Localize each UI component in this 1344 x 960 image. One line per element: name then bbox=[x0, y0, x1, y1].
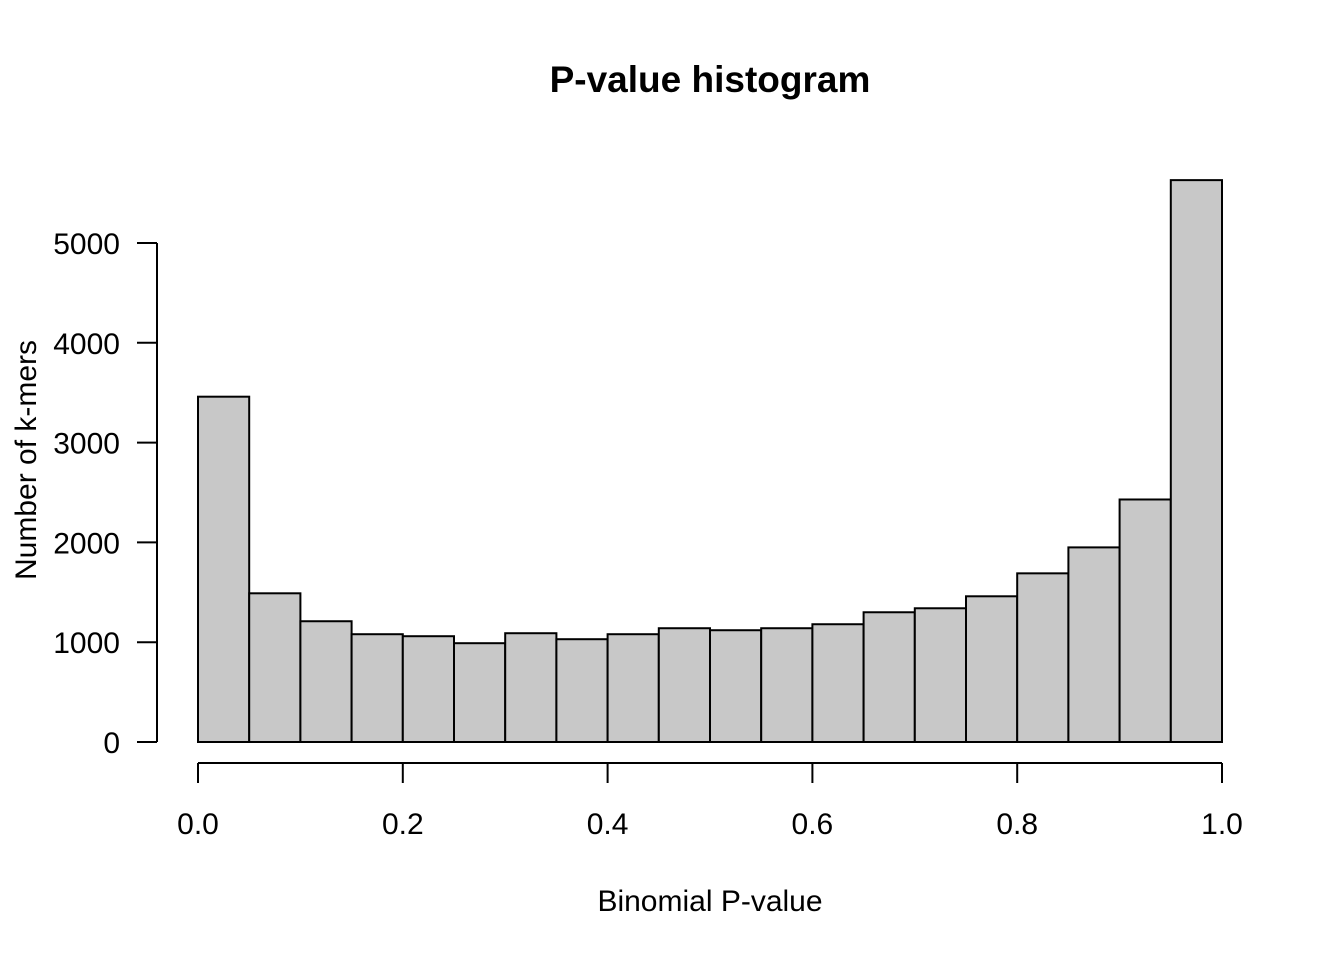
chart-title: P-value histogram bbox=[550, 59, 871, 100]
histogram-bar bbox=[657, 627, 711, 744]
y-tick-label: 4000 bbox=[53, 328, 120, 361]
histogram-bar bbox=[401, 635, 455, 743]
histogram-bar bbox=[504, 632, 558, 744]
x-tick-label: 0.0 bbox=[177, 808, 219, 841]
x-tick-label: 0.6 bbox=[792, 808, 834, 841]
histogram-bar bbox=[1067, 546, 1121, 744]
y-tick-label: 3000 bbox=[53, 428, 120, 461]
histogram-bar bbox=[760, 627, 814, 744]
histogram-bar bbox=[965, 595, 1019, 743]
histogram-bar bbox=[811, 623, 865, 744]
y-tick-label: 5000 bbox=[53, 228, 120, 261]
x-tick-label: 0.2 bbox=[382, 808, 424, 841]
histogram-bar bbox=[197, 395, 251, 743]
histogram-bar bbox=[350, 633, 404, 743]
histogram-bar bbox=[709, 629, 763, 743]
histogram-bar bbox=[862, 611, 916, 744]
histogram-bar bbox=[606, 633, 660, 743]
x-tick-label: 0.8 bbox=[996, 808, 1038, 841]
histogram-bar bbox=[913, 607, 967, 743]
x-tick-label: 0.4 bbox=[587, 808, 629, 841]
bars-group bbox=[197, 179, 1224, 744]
x-axis: 0.0 0.2 0.4 0.6 0.8 1.0 bbox=[177, 762, 1243, 841]
histogram-bar bbox=[1016, 572, 1070, 744]
y-tick-label: 2000 bbox=[53, 527, 120, 560]
y-tick-label: 1000 bbox=[53, 627, 120, 660]
y-tick-label: 0 bbox=[103, 727, 120, 760]
x-axis-label: Binomial P-value bbox=[597, 885, 822, 918]
histogram-bar bbox=[248, 592, 302, 743]
y-axis-label: Number of k-mers bbox=[10, 340, 43, 580]
y-axis: 0 1000 2000 3000 4000 5000 bbox=[53, 228, 158, 760]
histogram-bar bbox=[299, 620, 353, 744]
histogram-bar bbox=[1118, 498, 1172, 743]
histogram-bar bbox=[1169, 179, 1224, 744]
histogram-bar bbox=[555, 638, 609, 743]
histogram-bar bbox=[453, 642, 507, 743]
x-tick-label: 1.0 bbox=[1201, 808, 1243, 841]
